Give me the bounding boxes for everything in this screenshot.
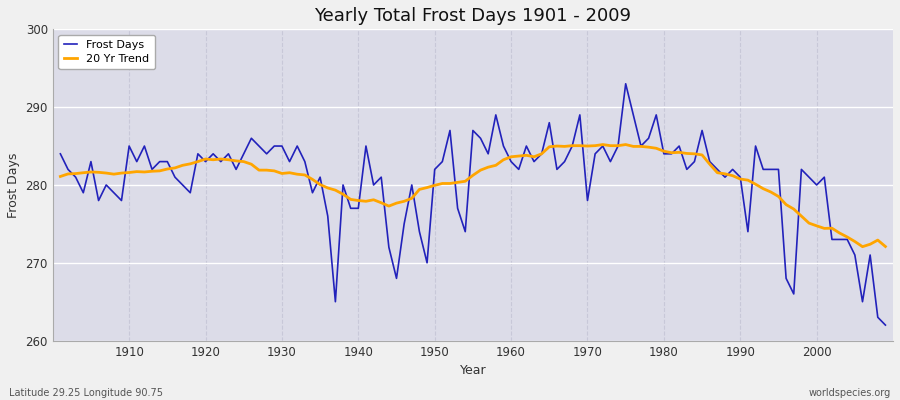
Frost Days	[55, 152, 66, 156]
Frost Days	[880, 323, 891, 328]
20 Yr Trend	[498, 157, 508, 162]
Y-axis label: Frost Days: Frost Days	[7, 152, 20, 218]
Frost Days	[116, 198, 127, 203]
Title: Yearly Total Frost Days 1901 - 2009: Yearly Total Frost Days 1901 - 2009	[314, 7, 632, 25]
Frost Days	[284, 159, 295, 164]
Text: Latitude 29.25 Longitude 90.75: Latitude 29.25 Longitude 90.75	[9, 388, 163, 398]
20 Yr Trend	[284, 170, 295, 175]
X-axis label: Year: Year	[460, 364, 486, 377]
Frost Days	[598, 144, 608, 148]
Frost Days	[330, 299, 341, 304]
20 Yr Trend	[506, 154, 517, 159]
20 Yr Trend	[330, 188, 341, 192]
Line: Frost Days: Frost Days	[60, 84, 886, 325]
Frost Days	[506, 159, 517, 164]
20 Yr Trend	[116, 171, 127, 176]
Legend: Frost Days, 20 Yr Trend: Frost Days, 20 Yr Trend	[58, 35, 155, 70]
20 Yr Trend	[605, 143, 616, 148]
20 Yr Trend	[857, 244, 868, 249]
Frost Days	[620, 81, 631, 86]
20 Yr Trend	[55, 174, 66, 179]
Line: 20 Yr Trend: 20 Yr Trend	[60, 144, 886, 247]
20 Yr Trend	[598, 142, 608, 147]
20 Yr Trend	[880, 244, 891, 249]
Text: worldspecies.org: worldspecies.org	[809, 388, 891, 398]
Frost Days	[498, 144, 508, 148]
